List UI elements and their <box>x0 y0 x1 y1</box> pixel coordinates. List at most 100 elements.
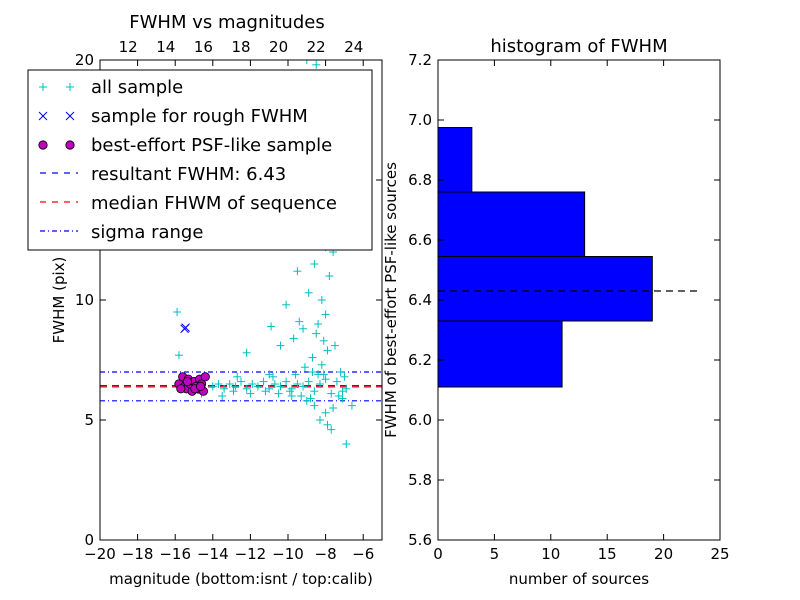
all-sample-point <box>327 389 336 398</box>
all-sample-point <box>287 392 296 400</box>
all-sample-point <box>315 380 324 388</box>
right-histogram-panel: 0 5 10 15 20 25 5.6 5.8 6.0 6.2 6.4 6.6 6.8 7.0 7.2 h… <box>382 36 730 588</box>
legend-entry-resultant: resultant FWHM: 6.43 <box>40 164 286 185</box>
all-sample-point <box>338 387 347 396</box>
all-sample-point <box>242 348 251 357</box>
all-sample-point <box>310 260 319 268</box>
x-tick-label: −8 <box>315 545 337 563</box>
x-tick-label: 5 <box>490 545 500 563</box>
x-tick-label: −6 <box>352 545 374 563</box>
legend-plus-a <box>39 83 47 91</box>
all-sample-point <box>304 377 313 386</box>
right-y-axis-label: FWHM of best-effort PSF-like sources <box>382 162 400 438</box>
legend-box <box>27 69 373 251</box>
all-sample-point <box>208 382 217 391</box>
all-sample-point <box>295 317 304 326</box>
x-tick-label: 25 <box>710 545 729 563</box>
all-sample-point <box>233 372 242 381</box>
all-sample-point <box>214 380 223 388</box>
x-tick-label: 15 <box>598 545 617 563</box>
all-sample-point <box>310 387 319 396</box>
rough-sample-point <box>181 323 190 332</box>
all-sample-point <box>312 60 321 69</box>
x-tick-label: 0 <box>433 545 443 563</box>
left-y-axis-label: FWHM (pix) <box>50 257 68 344</box>
all-sample-point <box>319 336 328 345</box>
all-sample-point <box>268 372 277 381</box>
all-sample-point <box>297 392 306 400</box>
all-sample-point <box>332 377 341 386</box>
all-sample-point <box>237 377 245 386</box>
all-sample-point <box>336 368 345 376</box>
histogram-bar <box>437 191 586 257</box>
left-top-ticks: 12 14 16 18 20 22 24 <box>119 38 364 56</box>
x-tick-label: −14 <box>197 545 229 563</box>
all-sample-point <box>321 408 330 417</box>
all-sample-point <box>304 288 313 297</box>
legend: all sample sample for rough FWHM best-ef… <box>27 69 373 251</box>
right-y-ticks: 5.6 5.8 6.0 6.2 6.4 6.6 6.8 7.0 7.2 <box>408 51 720 549</box>
all-sample-point <box>289 334 298 343</box>
legend-entry-median: median FHWM of sequence <box>40 193 337 214</box>
all-sample-point <box>300 363 309 372</box>
legend-dot-b <box>65 140 75 150</box>
all-sample-point <box>282 300 291 309</box>
psf-sample-point <box>176 384 186 394</box>
all-sample-point <box>327 425 336 434</box>
x-tick-label: 20 <box>654 545 673 563</box>
top-tick-label: 24 <box>344 38 363 56</box>
all-sample-point <box>253 382 262 391</box>
all-sample-point <box>317 360 326 369</box>
all-sample-point <box>231 382 240 391</box>
histogram-bar <box>437 127 473 193</box>
all-sample-point <box>347 401 356 410</box>
y-tick-label: 10 <box>75 291 94 309</box>
legend-label-all-sample: all sample <box>91 77 183 98</box>
all-sample-point <box>325 272 334 280</box>
all-sample-point <box>308 368 317 376</box>
all-sample-point <box>270 380 279 388</box>
all-sample-point <box>291 370 300 379</box>
right-plot-area <box>437 127 698 388</box>
top-tick-label: 20 <box>269 38 288 56</box>
all-sample-point <box>331 341 339 350</box>
top-tick-label: 18 <box>231 38 250 56</box>
all-sample-point <box>242 384 251 393</box>
psf-sample-point <box>200 372 210 382</box>
right-x-axis-label: number of sources <box>509 570 649 588</box>
y-tick-label: 7.0 <box>408 111 432 129</box>
all-sample-point <box>321 310 330 319</box>
all-sample-point <box>312 329 321 338</box>
all-sample-point <box>274 389 283 398</box>
y-tick-label: 6.2 <box>408 351 432 369</box>
all-sample-point <box>261 387 270 396</box>
psf-sample-point <box>195 381 206 391</box>
x-tick-label: 10 <box>541 545 560 563</box>
y-tick-label: 5.8 <box>408 471 432 489</box>
all-sample-point <box>308 353 317 362</box>
all-sample-point <box>302 60 311 64</box>
all-sample-point <box>329 404 338 412</box>
y-tick-label: 5.6 <box>408 531 432 549</box>
all-sample-point <box>246 389 255 398</box>
all-sample-point <box>319 370 328 379</box>
legend-entry-sigma: sigma range <box>40 222 203 243</box>
all-sample-point <box>299 382 308 391</box>
histogram-bar <box>437 256 653 322</box>
all-sample-point <box>310 401 319 410</box>
all-sample-point <box>229 387 238 396</box>
right-chart-title: histogram of FWHM <box>490 36 667 57</box>
y-tick-label: 7.2 <box>408 51 432 69</box>
all-sample-point <box>342 440 351 448</box>
all-sample-point <box>293 380 302 388</box>
all-sample-point <box>218 392 227 400</box>
all-sample-point <box>276 341 285 350</box>
all-sample-point <box>315 416 324 424</box>
all-sample-point <box>225 380 234 388</box>
top-tick-label: 14 <box>156 38 175 56</box>
legend-x-a <box>38 111 48 121</box>
all-sample-point <box>220 384 229 393</box>
y-tick-label: 6.6 <box>408 231 432 249</box>
